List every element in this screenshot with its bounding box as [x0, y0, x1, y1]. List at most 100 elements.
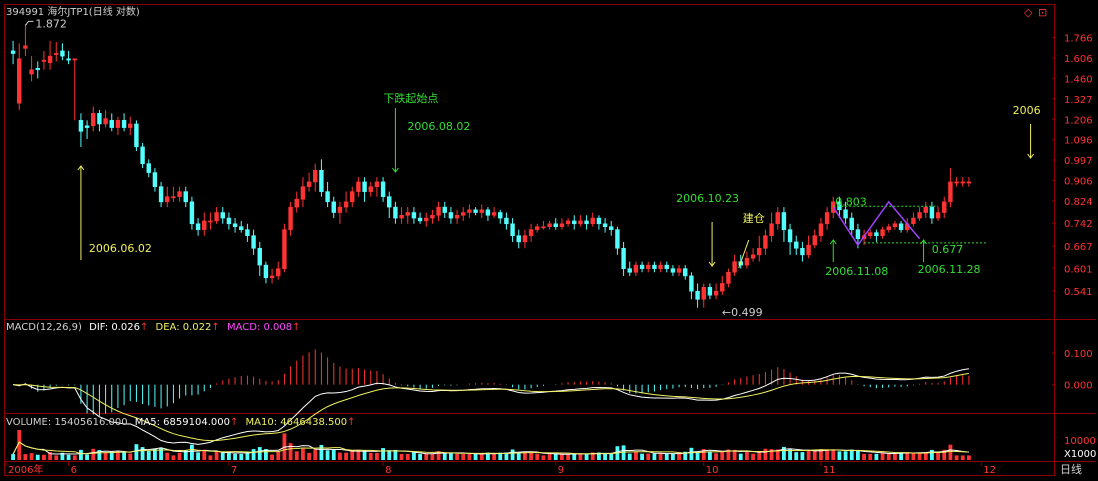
nov28-date-label: 2006.11.28 — [918, 263, 981, 276]
dec-label: 2006 — [1013, 104, 1041, 117]
candle — [97, 109, 102, 132]
candle — [621, 241, 626, 276]
volume-bar — [560, 453, 564, 460]
candle — [565, 218, 571, 227]
volume-bar — [880, 452, 885, 460]
candle — [411, 207, 417, 224]
candle-body — [362, 181, 367, 192]
dif-label: DIF: 0.026 — [89, 322, 140, 333]
candle — [109, 113, 114, 132]
date-tick-label: 8 — [385, 465, 391, 476]
candle — [942, 196, 947, 219]
annotations: 1.872 ←0.499 2006.06.02 下跌起始点 2006.08.02 2006… — [25, 17, 1041, 319]
candle-body — [183, 191, 188, 203]
price-tick-label: 0.667 — [1064, 242, 1093, 253]
candle-body — [868, 232, 873, 236]
volume-bar — [368, 452, 373, 460]
candle — [91, 106, 96, 132]
dea-line — [13, 372, 970, 442]
candle-body — [424, 217, 429, 222]
volume-bar — [227, 452, 231, 460]
volume-bar — [362, 450, 367, 460]
candle — [658, 261, 663, 273]
candle-body — [331, 201, 336, 213]
candle-body — [664, 264, 669, 269]
date-tick-label: 9 — [558, 465, 564, 476]
restore-icon[interactable]: ⊡ — [1038, 6, 1047, 19]
candle — [868, 229, 873, 239]
candle — [559, 218, 565, 230]
volume-bar — [917, 452, 922, 460]
max-marker — [25, 20, 34, 26]
volume-bar — [671, 453, 675, 460]
volume-bar — [806, 450, 811, 460]
candle-body — [300, 186, 306, 200]
candle-body — [911, 217, 916, 225]
volume-bar — [233, 453, 237, 460]
volume-bar — [424, 453, 429, 460]
volume-bar — [708, 451, 712, 460]
candle — [787, 223, 793, 255]
candle — [214, 207, 219, 224]
candle — [800, 241, 805, 262]
candle-body — [584, 220, 589, 225]
candle-body — [294, 198, 299, 208]
dea-label: DEA: 0.022 — [156, 322, 212, 333]
nov28-arrow-head — [920, 239, 927, 245]
candle-body — [806, 244, 811, 256]
ma5-label: MA5: 6859104.000 — [135, 417, 230, 428]
candle — [66, 50, 71, 65]
candle-body — [720, 283, 725, 292]
candle — [898, 220, 904, 233]
candle — [436, 201, 441, 221]
candle — [750, 248, 756, 262]
macd-tick-label: 0.000 — [1064, 381, 1093, 392]
candle — [350, 186, 355, 208]
candle-body — [171, 196, 176, 199]
candle-body — [510, 223, 515, 236]
volume-bar — [97, 450, 102, 460]
candle-body — [609, 226, 614, 230]
macd-params: MACD(12,26,9) — [6, 322, 82, 333]
candle-body — [257, 247, 262, 266]
candle-body — [208, 220, 213, 223]
candle — [134, 120, 139, 151]
candle — [818, 218, 824, 242]
volume-bar — [634, 451, 638, 460]
candle-body — [639, 264, 645, 269]
candle — [935, 207, 941, 221]
candle-body — [572, 220, 577, 225]
candle-body — [646, 264, 651, 269]
volume-bar — [695, 451, 700, 460]
volume-bar — [412, 452, 416, 460]
volume-bar — [350, 450, 355, 460]
candle-body — [849, 217, 854, 230]
candle — [220, 207, 225, 224]
volume-bar — [208, 455, 213, 460]
volume-header: VOLUME: 15405616.000 MA5: 6859104.000↑ M… — [6, 417, 355, 428]
window-controls[interactable]: ◇ ⊡ — [1024, 6, 1047, 19]
candle-body — [683, 268, 688, 277]
volume-bar — [66, 454, 71, 460]
macd-panel: 0.100 0.000 — [13, 349, 1093, 445]
candle-body — [775, 212, 780, 225]
candle-body — [966, 181, 972, 184]
candle — [454, 209, 460, 224]
candle-body — [134, 123, 139, 148]
volume-bar — [313, 449, 318, 460]
diamond-icon[interactable]: ◇ — [1024, 6, 1033, 19]
volume-bar — [134, 444, 139, 460]
candle-body — [892, 223, 898, 227]
volume-bar — [603, 453, 607, 460]
candle — [633, 261, 639, 276]
ma10-label: MA10: 4646438.500 — [246, 417, 348, 428]
candle — [744, 251, 750, 269]
volume-bar — [202, 450, 207, 460]
volume-bar — [689, 447, 694, 460]
candle — [343, 191, 349, 213]
candle — [510, 218, 515, 242]
candle-body — [128, 123, 133, 128]
candle — [849, 212, 854, 236]
candle-body — [553, 223, 558, 227]
volume-bar — [572, 453, 577, 460]
